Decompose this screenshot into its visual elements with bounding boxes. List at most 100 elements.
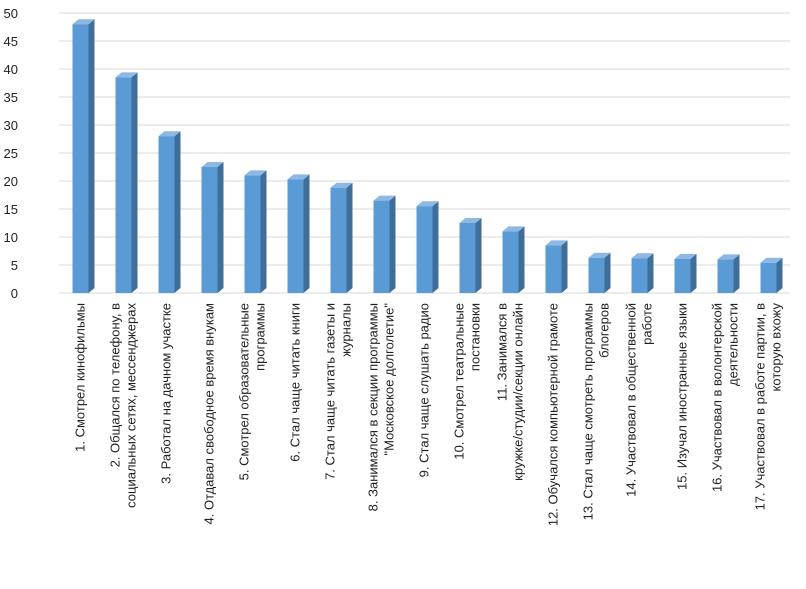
bar — [416, 201, 439, 293]
x-tick-label-line: 3. Работал на дачном участке — [159, 303, 174, 484]
x-tick-label-line: 10. Смотрел театральные — [452, 303, 467, 460]
bar — [115, 72, 138, 294]
y-tick-label: 5 — [11, 258, 18, 273]
bar-top — [459, 218, 482, 223]
x-tick-label-line: постановки — [468, 303, 483, 371]
bar-top — [416, 201, 439, 207]
bar-top — [373, 195, 396, 201]
bar-front — [416, 206, 433, 293]
x-tick-label-line: 5. Смотрел образовательные — [237, 303, 252, 480]
y-tick-label: 45 — [4, 34, 18, 49]
x-tick-label-line: 11. Занимался в — [495, 303, 510, 401]
bar-side — [303, 174, 310, 293]
x-tick-label: 8. Занимался в секции программы"Московск… — [366, 303, 397, 512]
x-tick-label: 1. Смотрел кинофильмы — [73, 303, 88, 452]
y-tick-label: 35 — [4, 90, 18, 105]
x-tick-label: 15. Изучал иностранные языки — [675, 303, 690, 490]
bar — [330, 182, 353, 293]
x-tick-label-line: "Московское долголетие" — [382, 303, 397, 456]
y-tick-label: 10 — [4, 230, 18, 245]
bar — [674, 253, 697, 293]
bar-top — [158, 131, 181, 137]
bar — [244, 170, 267, 293]
x-tick-label-line: 15. Изучал иностранные языки — [675, 303, 690, 490]
y-tick-label: 40 — [4, 62, 18, 77]
y-tick-label: 0 — [11, 286, 18, 301]
bar-side — [733, 254, 740, 293]
bar-side — [346, 182, 353, 293]
bar-top — [674, 253, 697, 259]
bar-side — [432, 201, 439, 293]
bar-front — [201, 167, 218, 293]
x-tick-label-line: 13. Стал чаще смотреть программы — [581, 303, 596, 520]
bar-top — [545, 240, 568, 246]
bar-top — [717, 254, 740, 260]
y-axis-ticks: 0 5 10 15 20 25 30 35 40 45 50 — [4, 6, 18, 301]
bar-side — [561, 240, 568, 293]
bar-top — [287, 174, 310, 180]
x-tick-label-line: 2. Общался по телефону, в — [108, 303, 123, 468]
gridlines — [59, 12, 790, 294]
bar-side — [776, 257, 783, 293]
x-tick-label: 13. Стал чаще смотреть программыблогеров — [581, 303, 612, 520]
x-tick-label: 10. Смотрел театральныепостановки — [452, 303, 483, 460]
bar-front — [674, 258, 691, 293]
x-tick-label-line: кружке/студии/секции онлайн — [511, 303, 526, 481]
bar-front — [373, 200, 390, 293]
bar — [760, 257, 783, 293]
bar-front — [330, 187, 347, 293]
x-tick-label-line: 12. Обучался компьютерной грамоте — [546, 303, 561, 526]
x-tick-label: 2. Общался по телефону, всоциальных сетя… — [108, 303, 139, 508]
bar-side — [518, 226, 525, 293]
y-tick-label: 15 — [4, 202, 18, 217]
bar-top — [631, 253, 654, 259]
x-tick-label-line: блогеров — [597, 303, 612, 358]
y-tick-label: 25 — [4, 146, 18, 161]
bar-front — [631, 258, 648, 293]
bar-top — [201, 162, 224, 167]
x-tick-label-line: журналы — [339, 303, 354, 357]
bar-front — [588, 257, 605, 293]
bar-front — [244, 175, 261, 293]
x-tick-label: 7. Стал чаще читать газеты ижурналы — [323, 303, 354, 480]
bar — [588, 252, 611, 293]
bar-top — [588, 252, 611, 258]
bar-front — [287, 179, 304, 293]
x-tick-label: 11. Занимался вкружке/студии/секции онла… — [495, 303, 526, 481]
bar-side — [217, 162, 224, 293]
x-tick-label-line: работе — [640, 303, 655, 345]
bar — [717, 254, 740, 293]
bar — [502, 226, 525, 293]
y-tick-label: 50 — [4, 6, 18, 21]
x-axis-labels: 1. Смотрел кинофильмы 2. Общался по телеф… — [73, 303, 784, 527]
x-tick-label-line: программы — [253, 303, 268, 371]
bar-top — [115, 72, 138, 78]
bar — [631, 253, 654, 293]
bar-top — [330, 182, 353, 188]
bar — [373, 195, 396, 293]
x-tick-label-line: 17. Участвовал в работе партии, в — [753, 303, 768, 511]
bar — [72, 19, 95, 293]
bar-side — [604, 252, 611, 293]
x-tick-label: 12. Обучался компьютерной грамоте — [546, 303, 561, 526]
bar-side — [690, 253, 697, 293]
x-tick-label: 3. Работал на дачном участке — [159, 303, 174, 484]
x-tick-label: 14. Участвовал в общественнойработе — [624, 303, 655, 497]
bar-top — [502, 226, 525, 232]
x-tick-label-line: 16. Участвовал в волонтерской — [710, 303, 725, 492]
x-tick-label-line: деятельности — [726, 303, 741, 386]
x-tick-label-line: 1. Смотрел кинофильмы — [73, 303, 88, 452]
x-tick-label: 16. Участвовал в волонтерскойдеятельност… — [710, 303, 741, 492]
bar-front — [72, 24, 89, 293]
bar — [545, 240, 568, 293]
x-tick-label-line: которую вхожу — [769, 303, 784, 392]
bar-side — [475, 218, 482, 293]
bar — [201, 162, 224, 293]
y-tick-label: 30 — [4, 118, 18, 133]
x-tick-label-line: 4. Отдавал свободное время внукам — [202, 303, 217, 525]
x-tick-label-line: социальных сетях, мессенджерах — [124, 303, 139, 508]
bar-side — [131, 72, 138, 294]
bar — [287, 174, 310, 293]
bar-front — [545, 245, 562, 293]
